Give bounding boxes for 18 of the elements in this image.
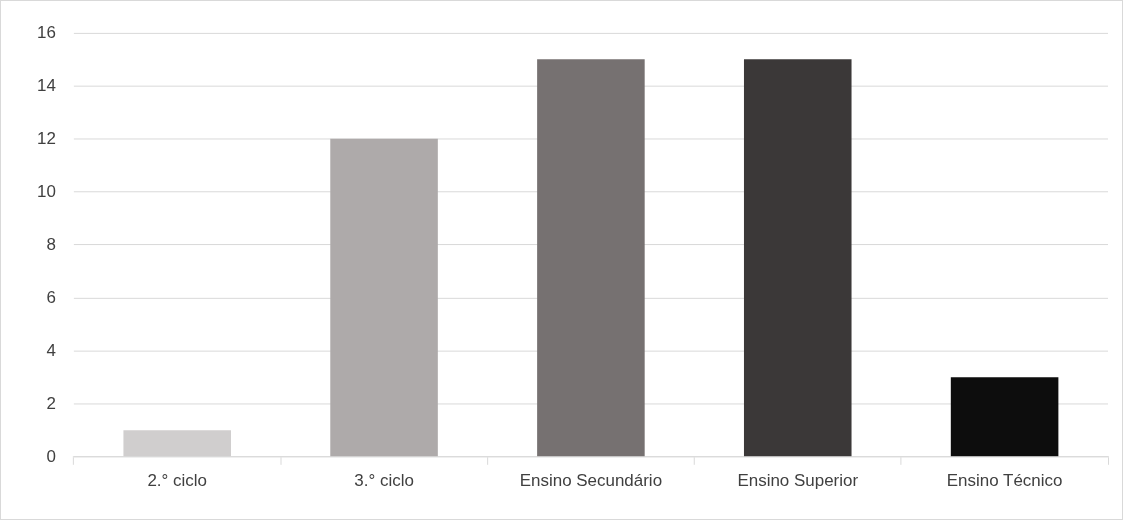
y-tick-label: 14 [36,75,56,95]
bar [330,138,438,457]
bar [743,59,852,457]
x-tick-label: Ensino Secundário [519,470,663,490]
y-tick-label: 4 [46,340,56,360]
y-tick-label: 10 [36,181,56,201]
y-tick-label: 2 [46,393,56,413]
y-tick-label: 0 [46,446,56,466]
x-tick-label: Ensino Técnico [946,470,1063,490]
y-tick-label: 16 [36,22,56,42]
x-tick-label: Ensino Superior [737,470,859,490]
y-tick-label: 6 [46,287,56,307]
x-tick-label: 2.° ciclo [147,470,207,490]
bar [950,377,1059,457]
bar [537,59,645,457]
x-tick-label: 3.° ciclo [354,470,414,490]
y-tick-label: 12 [36,128,56,148]
y-tick-label: 8 [46,234,56,254]
